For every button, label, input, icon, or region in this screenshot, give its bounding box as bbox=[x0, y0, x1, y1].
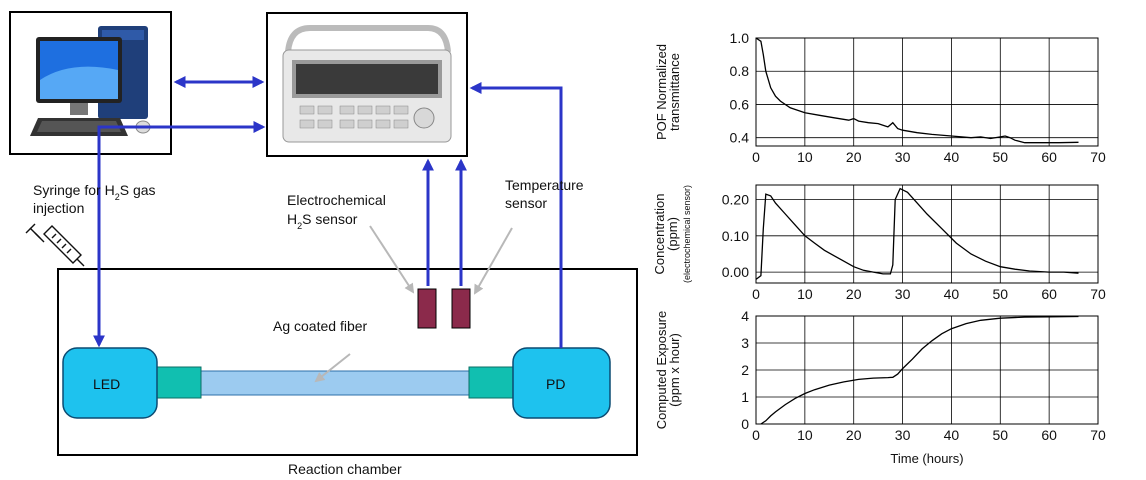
plot-frame bbox=[755, 37, 1099, 147]
x-tick-label: 50 bbox=[992, 149, 1008, 165]
plot-frame bbox=[755, 184, 1099, 284]
data-series-line bbox=[755, 187, 1079, 280]
x-tick-label: 20 bbox=[846, 427, 862, 443]
syringe-label-a: Syringe for H bbox=[33, 182, 115, 198]
y-tick-label: 0 bbox=[741, 416, 749, 432]
x-tick-label: 0 bbox=[752, 286, 760, 302]
y-axis-label: Concentration bbox=[652, 194, 667, 275]
ec-sensor-h: H bbox=[287, 211, 297, 227]
x-tick-label: 30 bbox=[895, 149, 911, 165]
x-tick-label: 10 bbox=[797, 286, 813, 302]
y-tick-label: 0.00 bbox=[722, 264, 749, 280]
y-axis-label: (ppm) bbox=[665, 217, 680, 251]
y-tick-label: 2 bbox=[741, 362, 749, 378]
data-series-line bbox=[760, 315, 1079, 425]
fiber-label: Ag coated fiber bbox=[273, 318, 368, 334]
x-tick-label: 20 bbox=[846, 286, 862, 302]
led-label: LED bbox=[93, 376, 120, 392]
syringe-label: Syringe for H2S gas bbox=[33, 182, 156, 202]
x-tick-label: 10 bbox=[797, 149, 813, 165]
x-tick-label: 40 bbox=[944, 427, 960, 443]
ec-sensor-b: S sensor bbox=[302, 211, 358, 227]
ec-sensor-sub: 2 bbox=[297, 221, 302, 231]
syringe-label-b: S gas bbox=[120, 182, 156, 198]
multimeter-icon bbox=[282, 25, 452, 143]
y-tick-label: 1.0 bbox=[730, 30, 750, 46]
y-tick-label: 1 bbox=[741, 389, 749, 405]
led-block bbox=[62, 347, 158, 419]
fiber-assembly: LED PD bbox=[62, 347, 611, 419]
pointers bbox=[314, 225, 513, 383]
y-tick-label: 0.20 bbox=[722, 192, 749, 208]
syringe-icon bbox=[25, 223, 85, 267]
syringe-label-sub: 2 bbox=[115, 192, 120, 202]
y-axis-label: transmittance bbox=[667, 53, 682, 131]
setup-diagram: LED PD bbox=[9, 11, 638, 477]
y-tick-label: 3 bbox=[741, 335, 749, 351]
x-tick-label: 50 bbox=[992, 286, 1008, 302]
wire-led bbox=[93, 121, 266, 348]
x-tick-label: 0 bbox=[752, 427, 760, 443]
x-tick-label: 60 bbox=[1041, 149, 1057, 165]
x-tick-label: 20 bbox=[846, 149, 862, 165]
y-tick-label: 0.4 bbox=[730, 130, 750, 146]
syringe-label-line2: injection bbox=[33, 200, 84, 216]
ec-sensor-label-line2: H2S sensor bbox=[287, 211, 358, 231]
ec-sensor-label: Electrochemical bbox=[287, 192, 386, 208]
y-axis-label: (ppm x hour) bbox=[667, 333, 682, 407]
data-series-line bbox=[755, 37, 1079, 144]
y-tick-label: 0.6 bbox=[730, 96, 750, 112]
pd-coupler bbox=[468, 366, 515, 399]
y-tick-label: 0.8 bbox=[730, 63, 750, 79]
x-tick-label: 50 bbox=[992, 427, 1008, 443]
plot-frame bbox=[755, 315, 1099, 425]
x-tick-label: 70 bbox=[1090, 286, 1106, 302]
pd-label: PD bbox=[546, 376, 565, 392]
wires bbox=[93, 76, 563, 348]
electrochemical-sensor bbox=[417, 288, 437, 329]
multimeter bbox=[266, 12, 468, 157]
x-tick-label: 60 bbox=[1041, 427, 1057, 443]
chamber-label: Reaction chamber bbox=[288, 461, 402, 477]
x-tick-label: 40 bbox=[944, 286, 960, 302]
computer bbox=[9, 11, 172, 155]
temperature-sensor bbox=[451, 288, 471, 329]
x-tick-label: 30 bbox=[895, 427, 911, 443]
y-axis-label: (electrochemical sensor) bbox=[682, 185, 692, 283]
x-tick-label: 10 bbox=[797, 427, 813, 443]
x-tick-label: 70 bbox=[1090, 427, 1106, 443]
y-axis-label: Computed Exposure bbox=[654, 311, 669, 430]
temp-sensor-label: Temperature bbox=[505, 177, 584, 193]
x-tick-label: 30 bbox=[895, 286, 911, 302]
led-coupler bbox=[155, 366, 202, 399]
x-axis-label: Time (hours) bbox=[890, 451, 963, 466]
chart-2: 0 10 20 30 40 50 60 70 0.00 0.10 0.20 Concentration… bbox=[652, 184, 1106, 302]
x-tick-label: 70 bbox=[1090, 149, 1106, 165]
wire-pd bbox=[469, 82, 563, 348]
chart-3: 0 10 20 30 40 50 60 70 0 1 2 3 4 Computed Exposure(pp… bbox=[654, 308, 1106, 466]
temp-sensor-label-line2: sensor bbox=[505, 195, 547, 211]
y-tick-label: 0.10 bbox=[722, 228, 749, 244]
x-tick-label: 40 bbox=[944, 149, 960, 165]
x-tick-label: 60 bbox=[1041, 286, 1057, 302]
fiber bbox=[199, 370, 471, 396]
y-axis-label: POF Normalized bbox=[654, 44, 669, 140]
x-tick-label: 0 bbox=[752, 149, 760, 165]
y-tick-label: 4 bbox=[741, 308, 749, 324]
chart-1: 0 10 20 30 40 50 60 70 0.4 0.6 0.8 1.0 POF Normalize… bbox=[654, 30, 1106, 165]
